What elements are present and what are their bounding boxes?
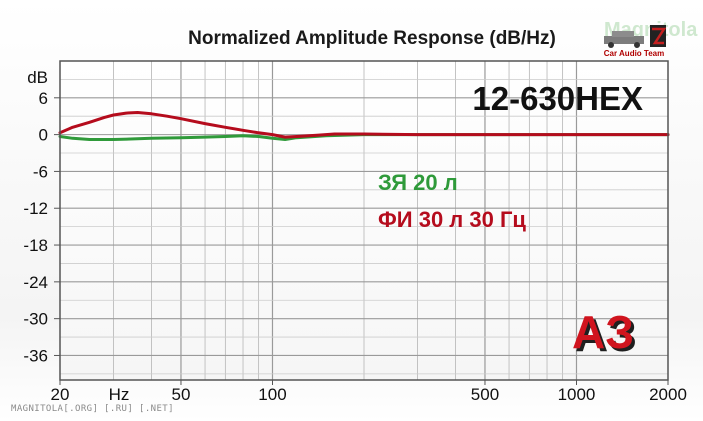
data-point-sealed (204, 136, 206, 138)
car-wheel-icon (608, 42, 614, 48)
data-point-sealed (71, 137, 74, 140)
model-name: 12-630HEX (472, 80, 643, 117)
brand-z-icon (652, 27, 667, 45)
series-line-ported (58, 111, 670, 139)
y-axis: 6 0 -6 -12 -18 -24 -30 -36 (23, 89, 60, 365)
data-point-ported (242, 129, 244, 132)
data-point-ported (112, 114, 115, 116)
data-point-ported (224, 126, 227, 129)
x-axis-label: Hz (109, 385, 130, 404)
x-tick-label: 50 (172, 385, 191, 404)
car-wheel-icon (634, 42, 640, 48)
data-point-ported (125, 112, 127, 114)
data-point-sealed (180, 136, 182, 139)
data-point-ported (363, 133, 365, 135)
data-point-ported (575, 133, 578, 136)
y-tick-label: 0 (39, 126, 48, 145)
data-point-ported (284, 136, 286, 138)
data-point-sealed (242, 135, 244, 137)
data-point-ported (103, 116, 106, 119)
data-point-ported (316, 134, 318, 137)
y-tick-label: -24 (23, 273, 48, 292)
chart-title: Normalized Amplitude Response (dB/Hz) (188, 28, 556, 49)
data-point-ported (166, 115, 168, 118)
grid (60, 61, 668, 380)
legend-entry-ported: ФИ 30 л 30 Гц (378, 207, 526, 232)
data-point-ported (416, 133, 419, 136)
data-point-ported (136, 111, 139, 114)
y-tick-label: -12 (23, 199, 48, 218)
legend-entry-sealed: ЗЯ 20 л (378, 170, 458, 195)
corner-logo-subtext: Car Audio Team (604, 49, 664, 58)
site-watermark: MAGNITOLA[.ORG] [.RU] [.NET] (11, 404, 174, 414)
a3-badge-shadow: АЗ (575, 309, 637, 361)
data-point-ported (71, 126, 74, 129)
y-tick-label: -18 (23, 236, 48, 255)
car-roof-icon (612, 31, 634, 37)
data-point-ported (257, 131, 260, 134)
data-point-ported (204, 122, 206, 125)
y-tick-label: -6 (33, 162, 48, 181)
data-point-sealed (112, 138, 115, 141)
data-point-sealed (257, 135, 260, 138)
x-tick-label: 20 (51, 385, 70, 404)
y-tick-label: 6 (39, 89, 48, 108)
data-point-ported (484, 133, 486, 136)
data-point-sealed (88, 138, 91, 141)
data-point-ported (88, 121, 91, 124)
data-point-sealed (271, 137, 274, 140)
x-tick-label: 2000 (649, 385, 687, 404)
data-point-ported (271, 133, 274, 136)
x-tick-label: 500 (471, 385, 499, 404)
data-point-sealed (133, 138, 135, 140)
data-point-sealed (284, 138, 286, 141)
car-icon (604, 36, 644, 44)
corner-logo: Magnitola Car Audio Team (604, 19, 698, 58)
data-point-ported (150, 112, 153, 115)
a3-badge-text: АЗ (572, 306, 634, 358)
data-point-sealed (224, 135, 227, 138)
a3-badge: АЗ АЗ (572, 306, 637, 361)
x-axis: 20 50 100 500 1000 2000 (51, 380, 687, 404)
data-point-sealed (150, 137, 153, 140)
y-tick-label: -36 (23, 346, 48, 365)
data-point-ported (295, 135, 298, 138)
y-axis-label: dB (27, 68, 48, 87)
data-point-ported (333, 133, 336, 135)
data-point-ported (180, 117, 182, 120)
x-tick-label: 1000 (558, 385, 596, 404)
plot-frame (59, 60, 669, 381)
y-tick-label: -30 (23, 310, 48, 329)
x-tick-label: 100 (258, 385, 286, 404)
